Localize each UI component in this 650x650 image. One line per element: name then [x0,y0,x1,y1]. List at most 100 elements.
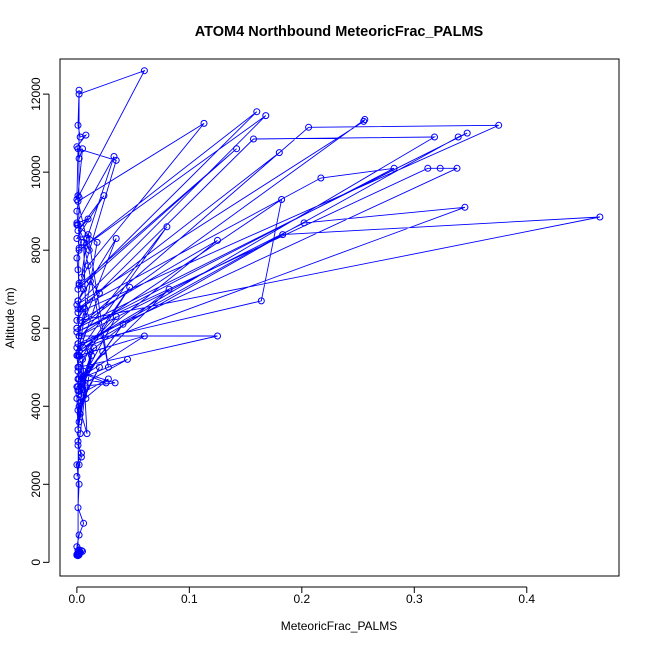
data-point [596,213,604,221]
data-point [77,274,85,281]
data-point [126,283,134,291]
data-point [74,426,82,434]
data-point [95,289,103,297]
data-point [79,145,86,153]
data-point [80,344,88,352]
data-point [390,164,398,172]
data-point [74,387,82,395]
y-tick-label: 8000 [29,237,43,264]
data-point [84,231,92,239]
data-point [140,67,148,75]
data-point [86,348,94,356]
data-point [73,301,81,309]
data-point [84,215,92,223]
data-point [81,305,89,313]
data-point [77,332,85,340]
y-tick-label: 10000 [29,155,43,189]
data-point [75,194,83,201]
y-axis-label: Altitude (m) [3,287,17,348]
data-point [73,344,81,352]
x-axis-label: MeteoricFrac_PALMS [281,619,397,633]
data-point [140,332,148,340]
x-axis: 0.0 0.1 0.2 0.3 0.4 [69,586,535,606]
data-point [73,383,81,391]
data-point [233,145,241,153]
data-point [124,355,131,363]
data-point [74,266,82,274]
data-point [73,324,81,332]
data-point [165,285,173,293]
data-point [200,119,208,127]
data-point [73,254,81,262]
series-layer [73,67,604,560]
data-point [279,231,287,239]
data-point [119,320,127,328]
data-point [74,197,82,205]
data-point [82,131,90,139]
data-point [93,238,101,246]
data-point [75,418,83,426]
data-point [253,108,261,116]
data-point [75,90,83,98]
data-point [83,430,91,438]
data-point [110,153,118,160]
data-point [74,297,82,305]
chart-title: ATOM4 Northbound MeteoricFrac_PALMS [195,24,484,40]
data-point [102,379,110,387]
data-point [104,375,112,383]
data-point [112,313,120,320]
data-point [463,129,471,137]
data-point [317,174,325,182]
data-point [275,149,283,157]
data-point [83,235,91,242]
data-point [75,402,83,410]
data-point [75,551,83,559]
data-point [361,116,369,123]
y-axis: 0 2000 4000 6000 8000 10000 12000 [29,77,50,566]
data-point [163,223,171,231]
plot-frame [59,58,620,577]
data-point [77,449,85,457]
data-point [73,219,81,227]
data-point [74,437,82,445]
data-point [74,550,82,558]
data-point [86,277,94,285]
data-point [74,121,82,129]
data-point [85,246,93,254]
y-tick-label: 0 [29,559,43,566]
data-point [75,348,83,356]
data-point [82,395,90,402]
data-point [75,375,83,383]
data-point [111,379,119,387]
data-point [75,391,83,399]
data-point [76,410,84,418]
data-point [257,297,265,305]
data-point [73,235,81,242]
data-point [75,480,83,488]
data-point [74,340,82,348]
data-point [77,453,85,461]
data-point [74,305,82,313]
data-point [75,246,83,254]
data-point [454,133,462,141]
y-tick-label: 2000 [29,471,43,498]
data-point [77,238,85,246]
y-tick-label: 6000 [29,315,43,342]
data-point [75,531,83,539]
data-point [76,371,84,379]
x-tick-label: 0.4 [518,592,535,606]
data-point [75,363,83,371]
data-point [75,155,83,162]
data-point [214,236,221,244]
data-point [436,164,444,172]
data-point [100,192,108,200]
data-point [461,203,469,211]
data-point [76,316,84,324]
series-line [75,69,600,557]
data-point [453,164,461,172]
data-point [79,355,86,363]
data-point [75,461,83,469]
data-point [82,313,90,320]
x-tick-label: 0.2 [293,592,310,606]
